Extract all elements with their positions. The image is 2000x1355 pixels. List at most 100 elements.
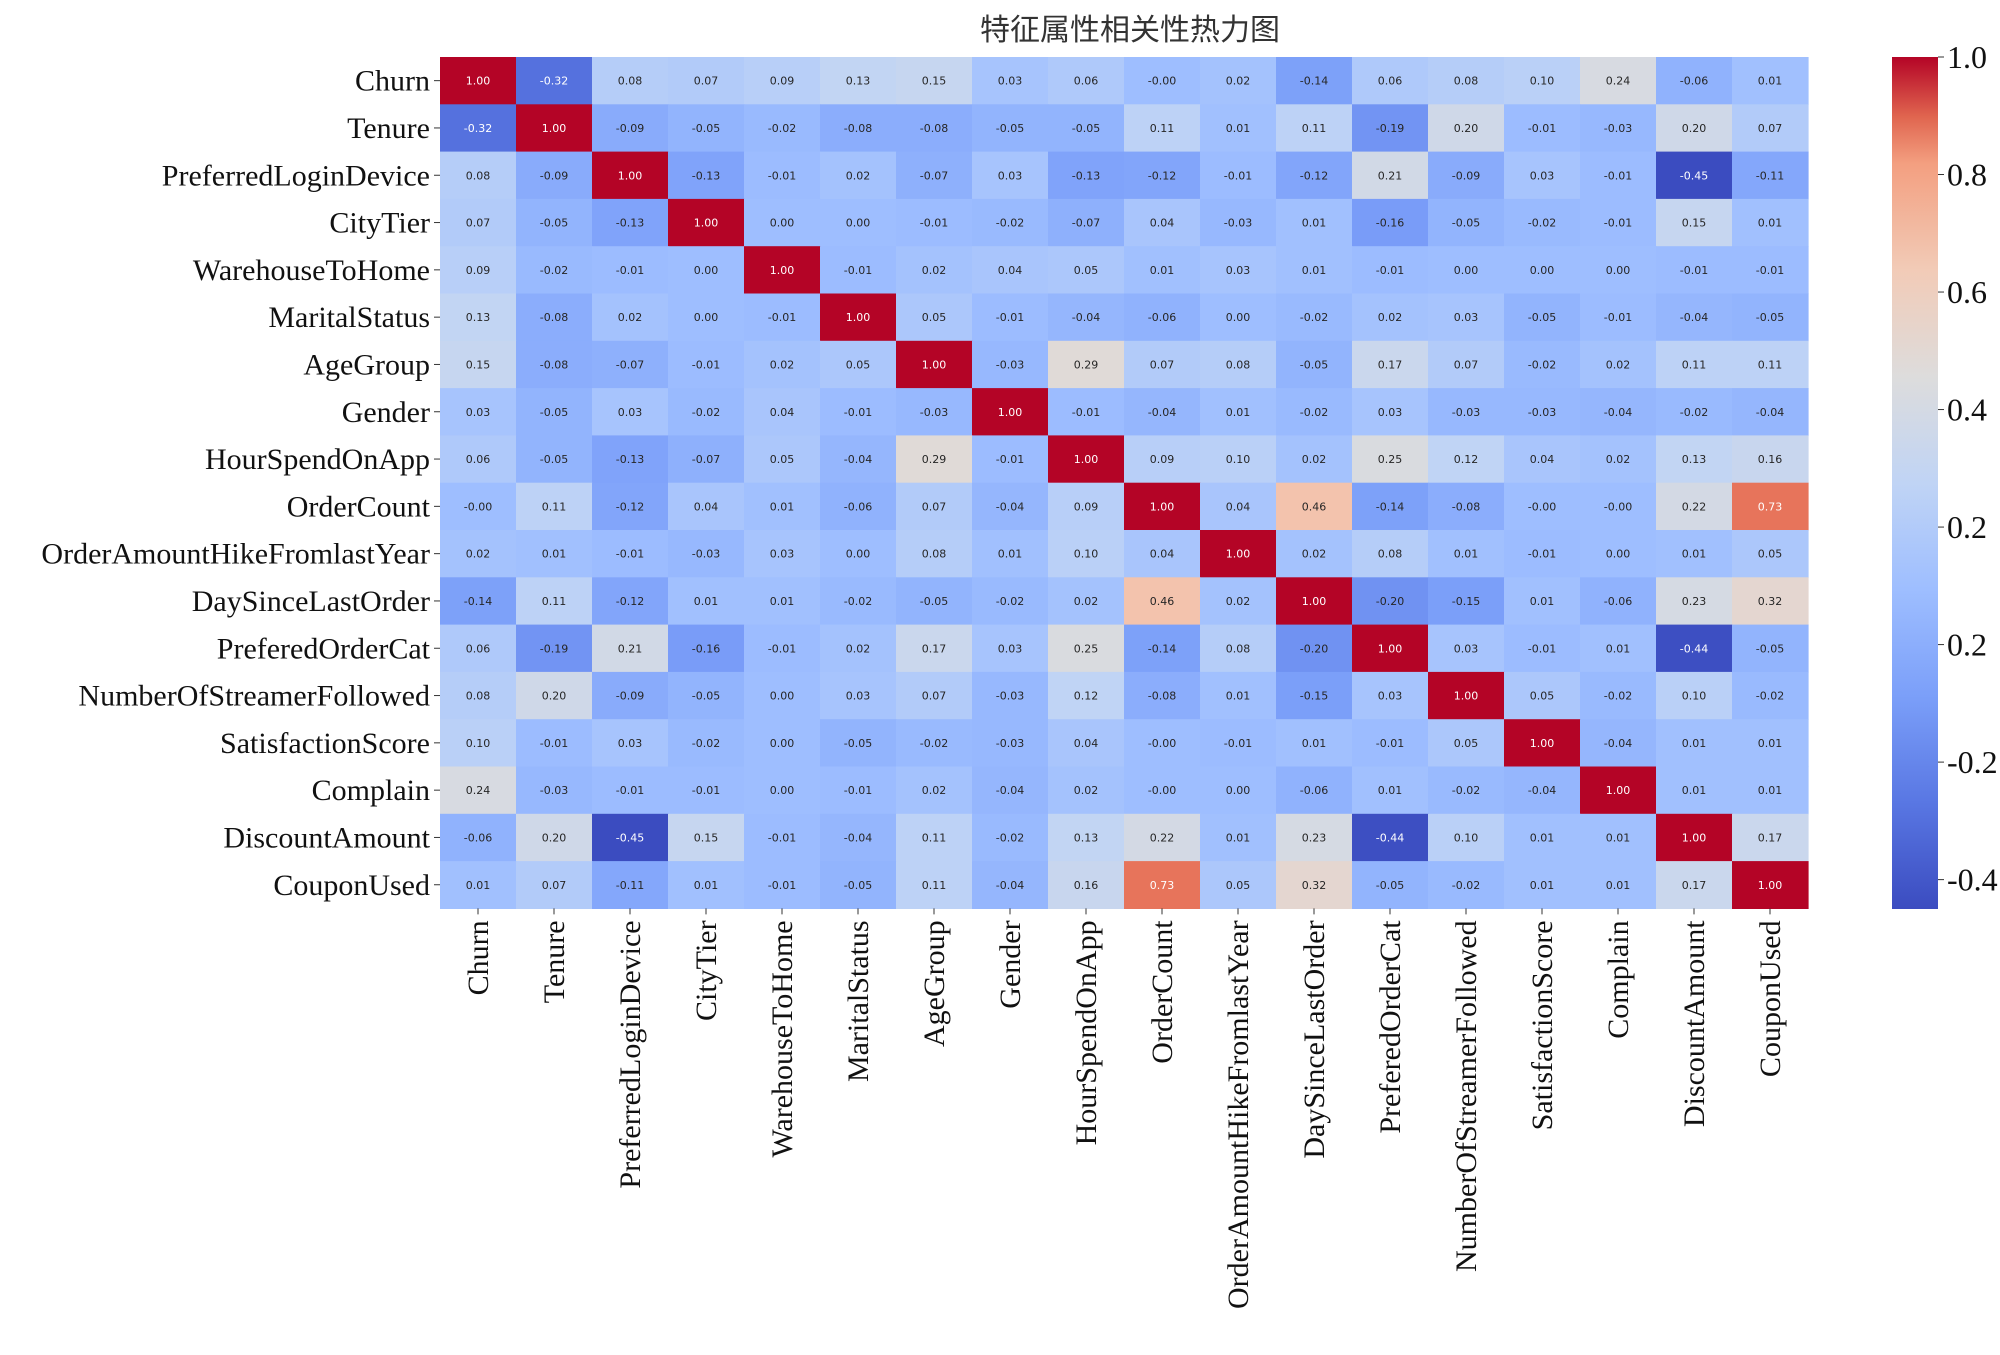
- x-tick-label: Tenure: [538, 920, 571, 1003]
- cell-value-label: -0.01: [616, 548, 644, 561]
- cell-value-label: -0.05: [1452, 217, 1480, 230]
- cell-value-label: 1.00: [1606, 784, 1631, 797]
- cell-value-label: -0.08: [540, 358, 568, 371]
- cell-value-label: 0.11: [1758, 358, 1783, 371]
- cell-value-label: 0.01: [694, 595, 719, 608]
- cell-value-label: -0.05: [540, 217, 568, 230]
- cell-value-label: 0.04: [1074, 737, 1099, 750]
- y-tick-label: OrderCount: [287, 490, 431, 523]
- cell-value-label: 0.04: [770, 406, 795, 419]
- cell-value-label: -0.02: [920, 737, 948, 750]
- cell-value-label: 1.00: [1530, 737, 1555, 750]
- cell-value-label: 1.00: [922, 358, 947, 371]
- cell-value-label: 0.07: [694, 75, 719, 88]
- cell-value-label: -0.01: [996, 311, 1024, 324]
- y-tick-label: Tenure: [347, 112, 430, 145]
- y-tick-label: CityTier: [329, 207, 430, 240]
- cell-value-label: -0.06: [1680, 75, 1708, 88]
- cell-value-label: 0.08: [922, 548, 947, 561]
- x-tick-label: SatisfactionScore: [1526, 920, 1559, 1130]
- cell-value-label: -0.02: [692, 737, 720, 750]
- x-tick-label: HourSpendOnApp: [1070, 920, 1103, 1145]
- cell-value-label: 0.00: [1606, 264, 1631, 277]
- cell-value-label: 1.00: [1682, 831, 1707, 844]
- cell-value-label: 0.02: [1226, 595, 1251, 608]
- cell-value-label: -0.02: [1680, 406, 1708, 419]
- cell-value-label: 0.02: [922, 264, 947, 277]
- cell-value-label: 0.20: [1454, 122, 1479, 135]
- cell-value-label: -0.04: [996, 500, 1024, 513]
- cell-value-label: -0.01: [616, 264, 644, 277]
- cell-value-label: -0.12: [1300, 169, 1328, 182]
- cell-value-label: 0.01: [1758, 217, 1783, 230]
- cell-value-label: 0.01: [1682, 737, 1707, 750]
- cell-value-label: 0.01: [770, 595, 795, 608]
- cell-value-label: 0.02: [618, 311, 643, 324]
- colorbar-tick-label: 0.2: [1947, 509, 1987, 545]
- cell-value-label: 0.01: [466, 879, 491, 892]
- cell-value-label: 0.10: [1530, 75, 1555, 88]
- colorbar-tick-label: 0.4: [1947, 392, 1987, 428]
- cell-value-label: 0.20: [542, 831, 567, 844]
- cell-value-label: 0.12: [1454, 453, 1479, 466]
- cell-value-label: 0.02: [1302, 453, 1327, 466]
- cell-value-label: 0.02: [466, 548, 491, 561]
- x-tick-label: Gender: [994, 920, 1027, 1008]
- cell-value-label: -0.01: [1224, 169, 1252, 182]
- cell-value-label: 0.01: [770, 500, 795, 513]
- cell-value-label: -0.19: [1376, 122, 1404, 135]
- cell-value-label: 0.00: [846, 548, 871, 561]
- cell-value-label: -0.03: [1528, 406, 1556, 419]
- cell-value-label: -0.03: [692, 548, 720, 561]
- cell-value-label: 0.00: [1454, 264, 1479, 277]
- cell-value-label: 0.09: [466, 264, 491, 277]
- cell-value-label: -0.14: [1300, 75, 1328, 88]
- cell-value-label: 0.05: [770, 453, 795, 466]
- cell-value-label: 1.00: [1150, 500, 1175, 513]
- cell-value-label: -0.01: [616, 784, 644, 797]
- x-tick-label: CouponUsed: [1754, 920, 1787, 1077]
- cell-value-label: 0.25: [1074, 642, 1099, 655]
- cell-value-label: -0.13: [692, 169, 720, 182]
- cell-value-label: 0.03: [1378, 406, 1403, 419]
- cell-value-label: -0.06: [464, 831, 492, 844]
- cell-value-label: 0.05: [1074, 264, 1099, 277]
- cell-value-label: -0.08: [1148, 690, 1176, 703]
- cell-value-label: 0.10: [1454, 831, 1479, 844]
- cell-value-label: 1.00: [1758, 879, 1783, 892]
- x-tick-label: PreferedOrderCat: [1374, 920, 1407, 1134]
- cell-value-label: 0.04: [998, 264, 1023, 277]
- cell-value-label: 0.03: [770, 548, 795, 561]
- cell-value-label: 0.00: [1606, 548, 1631, 561]
- cell-value-label: 1.00: [1378, 642, 1403, 655]
- cell-value-label: -0.04: [1528, 784, 1556, 797]
- cell-value-label: 0.32: [1302, 879, 1327, 892]
- colorbar: [1892, 57, 1938, 909]
- y-tick-label: AgeGroup: [303, 348, 430, 381]
- cell-value-label: -0.02: [844, 595, 872, 608]
- x-tick-label: WarehouseToHome: [766, 920, 799, 1157]
- cell-value-label: -0.03: [996, 737, 1024, 750]
- cell-value-label: -0.02: [996, 595, 1024, 608]
- cell-value-label: 0.11: [922, 831, 947, 844]
- cell-value-label: 0.06: [1074, 75, 1099, 88]
- y-tick-label: OrderAmountHikeFromlastYear: [41, 538, 430, 571]
- cell-value-label: -0.44: [1680, 642, 1708, 655]
- cell-value-label: -0.32: [464, 122, 492, 135]
- cell-value-label: -0.02: [1300, 311, 1328, 324]
- cell-value-label: -0.05: [920, 595, 948, 608]
- cell-value-label: -0.04: [1756, 406, 1784, 419]
- cell-value-label: -0.01: [768, 311, 796, 324]
- cell-value-label: -0.02: [1300, 406, 1328, 419]
- cell-value-label: -0.11: [616, 879, 644, 892]
- y-tick-label: DiscountAmount: [223, 821, 430, 854]
- cell-value-label: 0.10: [1226, 453, 1251, 466]
- x-tick-label: Complain: [1602, 920, 1635, 1038]
- cell-value-label: 0.01: [1606, 642, 1631, 655]
- cell-value-label: 0.02: [1074, 595, 1099, 608]
- cell-value-label: -0.02: [1528, 217, 1556, 230]
- y-tick-label: SatisfactionScore: [220, 727, 430, 760]
- cell-value-label: -0.05: [844, 879, 872, 892]
- cell-value-label: 0.01: [998, 548, 1023, 561]
- cell-value-label: 0.11: [1302, 122, 1327, 135]
